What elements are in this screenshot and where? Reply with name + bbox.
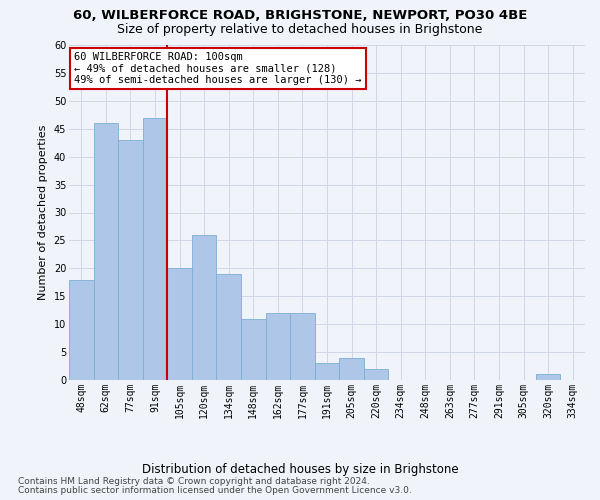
Y-axis label: Number of detached properties: Number of detached properties [38,125,48,300]
Bar [315,363,339,380]
Bar [217,274,241,380]
Text: Size of property relative to detached houses in Brighstone: Size of property relative to detached ho… [118,22,482,36]
Text: Contains public sector information licensed under the Open Government Licence v3: Contains public sector information licen… [18,486,412,495]
Bar [290,313,315,380]
Bar [143,118,167,380]
Bar [118,140,143,380]
Text: Contains HM Land Registry data © Crown copyright and database right 2024.: Contains HM Land Registry data © Crown c… [18,477,370,486]
Bar [69,280,94,380]
Text: Distribution of detached houses by size in Brighstone: Distribution of detached houses by size … [142,462,458,475]
Bar [241,318,266,380]
Bar [94,123,118,380]
Bar [167,268,192,380]
Bar [339,358,364,380]
Bar [192,235,217,380]
Bar [266,313,290,380]
Text: 60 WILBERFORCE ROAD: 100sqm
← 49% of detached houses are smaller (128)
49% of se: 60 WILBERFORCE ROAD: 100sqm ← 49% of det… [74,52,362,85]
Bar [364,369,388,380]
Bar [536,374,560,380]
Text: 60, WILBERFORCE ROAD, BRIGHSTONE, NEWPORT, PO30 4BE: 60, WILBERFORCE ROAD, BRIGHSTONE, NEWPOR… [73,9,527,22]
